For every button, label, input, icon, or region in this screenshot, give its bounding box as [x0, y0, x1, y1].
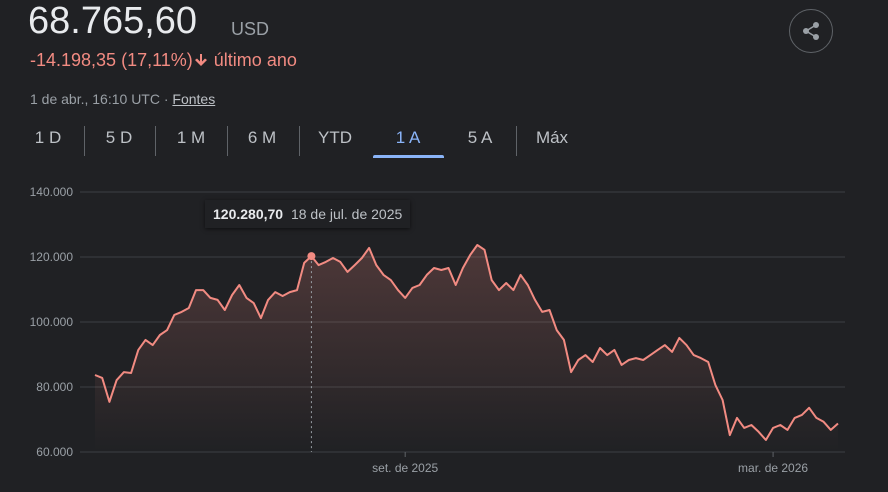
- range-tab[interactable]: 5 D: [105, 128, 133, 147]
- tab-separator: [155, 126, 156, 156]
- range-tab[interactable]: 5 A: [467, 128, 493, 147]
- change: -14.198,35 (17,11%): [30, 50, 193, 70]
- share-button[interactable]: [789, 9, 833, 53]
- y-tick-label: 80.000: [36, 380, 73, 394]
- x-tick-label: set. de 2025: [372, 461, 438, 475]
- tooltip: 120.280,70 18 de jul. de 2025: [205, 200, 411, 228]
- price-line: [94, 244, 839, 441]
- y-tick-label: 60.000: [36, 445, 73, 459]
- tooltip-date: 18 de jul. de 2025: [290, 206, 403, 222]
- timestamp: 1 de abr., 16:10 UTC ·: [30, 91, 173, 107]
- y-tick-label: 140.000: [30, 185, 74, 199]
- tab-separator: [226, 126, 228, 156]
- price: 68.765,60: [28, 0, 198, 42]
- hover-point: [307, 252, 316, 261]
- timestamp-row: 1 de abr., 16:10 UTC · Fontes: [30, 91, 215, 107]
- tooltip-value: 120.280,70: [213, 206, 284, 222]
- currency: USD: [231, 19, 270, 39]
- range-tab[interactable]: 1 M: [176, 128, 206, 147]
- share-icon: [803, 22, 819, 40]
- range-tab[interactable]: 6 M: [247, 128, 277, 147]
- down-arrow: [194, 54, 207, 66]
- active-underline: [373, 155, 444, 158]
- y-tick-label: 120.000: [30, 250, 74, 264]
- tab-separator: [83, 126, 85, 156]
- sources-link[interactable]: Fontes: [172, 91, 216, 107]
- range-tab[interactable]: YTD: [318, 128, 352, 147]
- period: último ano: [213, 50, 297, 70]
- area-fill: [95, 245, 838, 452]
- tab-separator: [516, 126, 517, 156]
- change-row: -14.198,35 (17,11%) último ano: [30, 50, 297, 71]
- y-tick-label: 100.000: [30, 315, 74, 329]
- x-tick-label: mar. de 2026: [738, 461, 808, 475]
- range-tab[interactable]: 1 A: [395, 128, 421, 147]
- range-tab[interactable]: 1 D: [34, 128, 62, 147]
- range-tab[interactable]: Máx: [535, 128, 569, 147]
- tab-separator: [298, 126, 300, 156]
